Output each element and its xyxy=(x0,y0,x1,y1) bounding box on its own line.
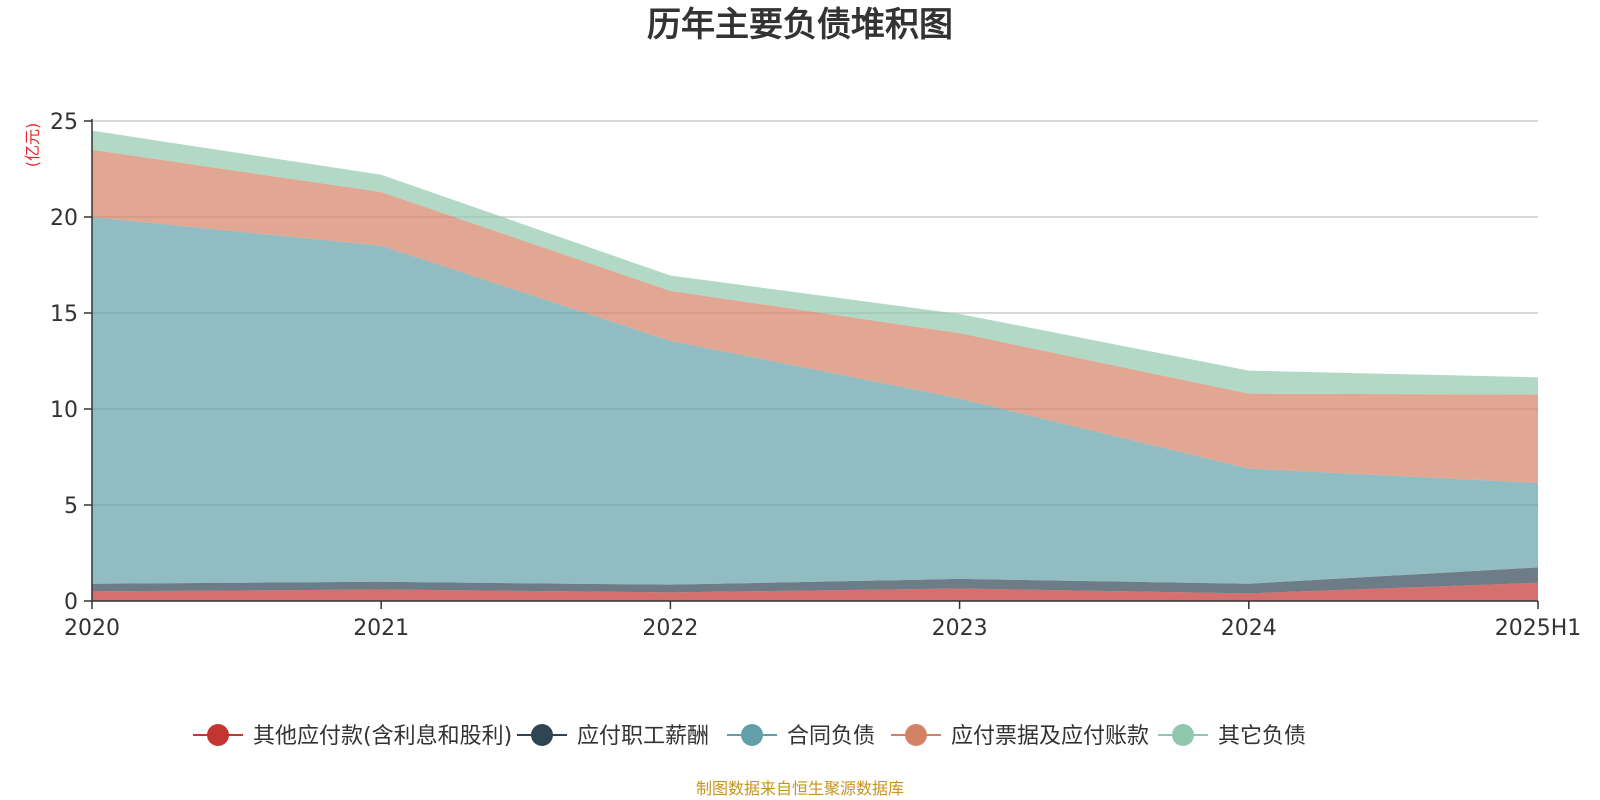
y-tick-label: 5 xyxy=(64,494,78,519)
x-tick-label: 2021 xyxy=(353,616,409,641)
y-tick-label: 25 xyxy=(50,110,78,135)
y-tick-label: 20 xyxy=(50,206,78,231)
legend-item-5[interactable]: 其它负债 xyxy=(1158,724,1306,749)
area-series-3 xyxy=(92,217,1538,585)
y-axis-unit-label: (亿元) xyxy=(23,123,42,168)
x-tick-label: 2025H1 xyxy=(1495,616,1582,641)
legend-item-2[interactable]: 应付职工薪酬 xyxy=(517,724,709,749)
legend-item-1[interactable]: 其他应付款(含利息和股利) xyxy=(193,724,512,749)
legend-label: 合同负债 xyxy=(787,724,875,749)
x-tick-label: 2020 xyxy=(64,616,120,641)
source-note: 制图数据来自恒生聚源数据库 xyxy=(696,779,904,798)
legend: 其他应付款(含利息和股利) 应付职工薪酬 合同负债 应付票据及应付账款 其它负债 xyxy=(193,724,1306,749)
area-series-5 xyxy=(92,130,1538,395)
area-series-2 xyxy=(92,567,1538,594)
area-series-1 xyxy=(92,582,1538,601)
axes xyxy=(84,119,1539,609)
legend-label: 应付职工薪酬 xyxy=(577,724,709,749)
y-tick-label: 10 xyxy=(50,398,78,423)
y-tick-label: 15 xyxy=(50,302,78,327)
legend-marker xyxy=(1172,724,1194,746)
x-tick-label: 2022 xyxy=(642,616,698,641)
legend-label: 其它负债 xyxy=(1218,724,1306,749)
legend-label: 其他应付款(含利息和股利) xyxy=(253,724,512,749)
chart-title: 历年主要负债堆积图 xyxy=(647,5,953,45)
legend-item-3[interactable]: 合同负债 xyxy=(727,724,875,749)
legend-label: 应付票据及应付账款 xyxy=(951,724,1149,749)
legend-marker xyxy=(531,724,553,746)
legend-item-4[interactable]: 应付票据及应付账款 xyxy=(891,724,1149,749)
y-tick-label: 0 xyxy=(64,590,78,615)
tick-labels: 0 5 10 15 20 25 2020 2021 2022 2023 2024 2025H1 xyxy=(50,110,1581,641)
legend-marker xyxy=(207,724,229,746)
x-tick-label: 2024 xyxy=(1221,616,1277,641)
area-series-4 xyxy=(92,149,1538,483)
x-tick-label: 2023 xyxy=(932,616,988,641)
legend-marker xyxy=(741,724,763,746)
series-areas xyxy=(92,130,1538,601)
legend-marker xyxy=(905,724,927,746)
